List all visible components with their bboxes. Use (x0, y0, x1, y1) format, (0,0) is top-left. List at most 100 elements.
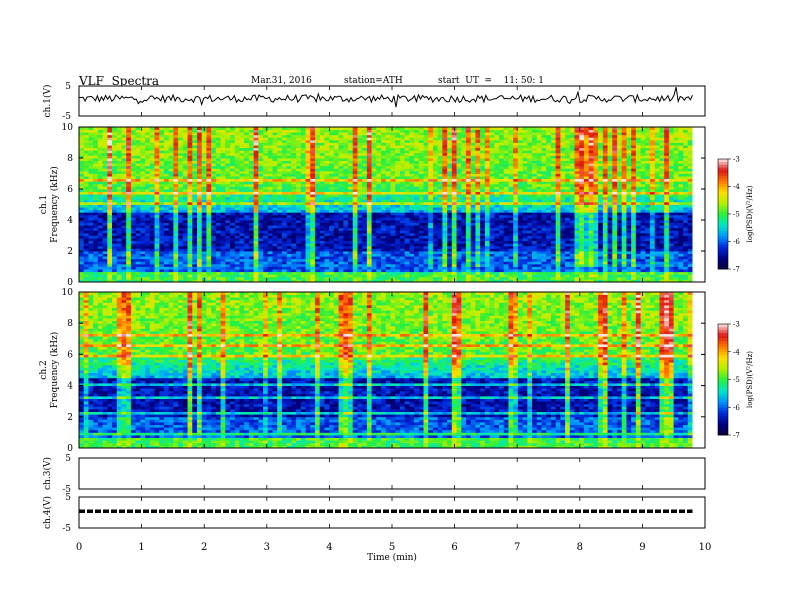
spectrogram-cell (343, 194, 348, 197)
spectrogram-cell (126, 274, 131, 277)
spectrogram-cell (414, 202, 419, 205)
spectrogram-cell (485, 248, 490, 251)
spectrogram-cell (216, 205, 221, 208)
spectrogram-cell (362, 246, 367, 249)
spectrogram-cell (282, 267, 287, 270)
spectrogram-cell (103, 261, 108, 264)
spectrogram-cell (169, 225, 174, 228)
spectrogram-cell (84, 228, 89, 231)
spectrogram-cell (433, 228, 438, 231)
spectrogram-cell (617, 264, 622, 267)
spectrogram-cell (239, 259, 244, 262)
spectrogram-cell (277, 238, 282, 241)
spectrogram-cell (348, 210, 353, 213)
spectrogram-cell (593, 207, 598, 210)
spectrogram-cell (244, 194, 249, 197)
spectrogram-cell (169, 212, 174, 215)
spectrogram-cell (541, 230, 546, 233)
spectrogram-cell (93, 264, 98, 267)
spectrogram-cell (249, 251, 254, 254)
spectrogram-cell (192, 233, 197, 236)
spectrogram-cell (188, 233, 193, 236)
spectrogram-cell (287, 233, 292, 236)
spectrogram-cell (211, 256, 216, 259)
spectrogram-cell (98, 246, 103, 249)
spectrogram-cell (155, 210, 160, 213)
spectrogram-cell (221, 267, 226, 270)
spectrogram-cell (221, 264, 226, 267)
spectrogram-cell (466, 251, 471, 254)
spectrogram-cell (112, 269, 117, 272)
spectrogram-cell (140, 199, 145, 202)
spectrogram-cell (508, 197, 513, 200)
spectrogram-cell (457, 230, 462, 233)
spectrogram-cell (655, 233, 660, 236)
spectrogram-cell (645, 192, 650, 195)
spectrogram-cell (419, 269, 424, 272)
spectrogram-cell (631, 274, 636, 277)
spectrogram-cell (480, 205, 485, 208)
spectrogram-cell (556, 267, 561, 270)
spectrogram-cell (390, 259, 395, 262)
spectrogram-cell (263, 233, 268, 236)
spectrogram-cell (112, 233, 117, 236)
spectrogram-cell (504, 269, 509, 272)
spectrogram-cell (504, 207, 509, 210)
spectrogram-cell (301, 228, 306, 231)
spectrogram-cell (645, 215, 650, 218)
spectrogram-cell (169, 251, 174, 254)
spectrogram-cell (254, 186, 259, 189)
spectrogram-cell (287, 272, 292, 275)
spectrogram-cell (475, 189, 480, 192)
spectrogram-cell (527, 215, 532, 218)
spectrogram-cell (353, 241, 358, 244)
spectrogram-cell (98, 186, 103, 189)
spectrogram-cell (579, 186, 584, 189)
spectrogram-cell (395, 215, 400, 218)
spectrogram-cell (480, 272, 485, 275)
spectrogram-cell (688, 210, 693, 213)
spectrogram-cell (480, 184, 485, 187)
spectrogram-cell (584, 267, 589, 270)
spectrogram-cell (301, 272, 306, 275)
spectrogram-cell (254, 269, 259, 272)
spectrogram-cell (593, 210, 598, 213)
spectrogram-cell (225, 194, 230, 197)
spectrogram-cell (103, 220, 108, 223)
spectrogram-cell (523, 202, 528, 205)
spectrogram-cell (150, 246, 155, 249)
spectrogram-cell (664, 254, 669, 257)
spectrogram-cell (447, 269, 452, 272)
spectrogram-cell (579, 248, 584, 251)
spectrogram-cell (678, 199, 683, 202)
spectrogram-cell (442, 194, 447, 197)
spectrogram-cell (414, 254, 419, 257)
spectrogram-cell (485, 228, 490, 231)
spectrogram-cell (310, 199, 315, 202)
spectrogram-cell (485, 223, 490, 226)
spectrogram-cell (570, 202, 575, 205)
spectrogram-cell (235, 212, 240, 215)
spectrogram-cell (608, 241, 613, 244)
spectrogram-cell (603, 212, 608, 215)
spectrogram-cell (447, 238, 452, 241)
spectrogram-cell (494, 220, 499, 223)
spectrogram-cell (504, 228, 509, 231)
spectrogram-cell (263, 197, 268, 200)
spectrogram-cell (433, 223, 438, 226)
spectrogram-cell (612, 264, 617, 267)
spectrogram-cell (631, 269, 636, 272)
spectrogram-cell (258, 256, 263, 259)
spectrogram-cell (664, 233, 669, 236)
spectrogram-cell (414, 212, 419, 215)
spectrogram-cell (296, 223, 301, 226)
spectrogram-cell (372, 192, 377, 195)
spectrogram-cell (669, 233, 674, 236)
spectrogram-cell (103, 248, 108, 251)
spectrogram-cell (353, 254, 358, 257)
spectrogram-cell (386, 199, 391, 202)
spectrogram-cell (372, 254, 377, 257)
spectrogram-cell (131, 186, 136, 189)
spectrogram-cell (414, 199, 419, 202)
spectrogram-cell (575, 261, 580, 264)
